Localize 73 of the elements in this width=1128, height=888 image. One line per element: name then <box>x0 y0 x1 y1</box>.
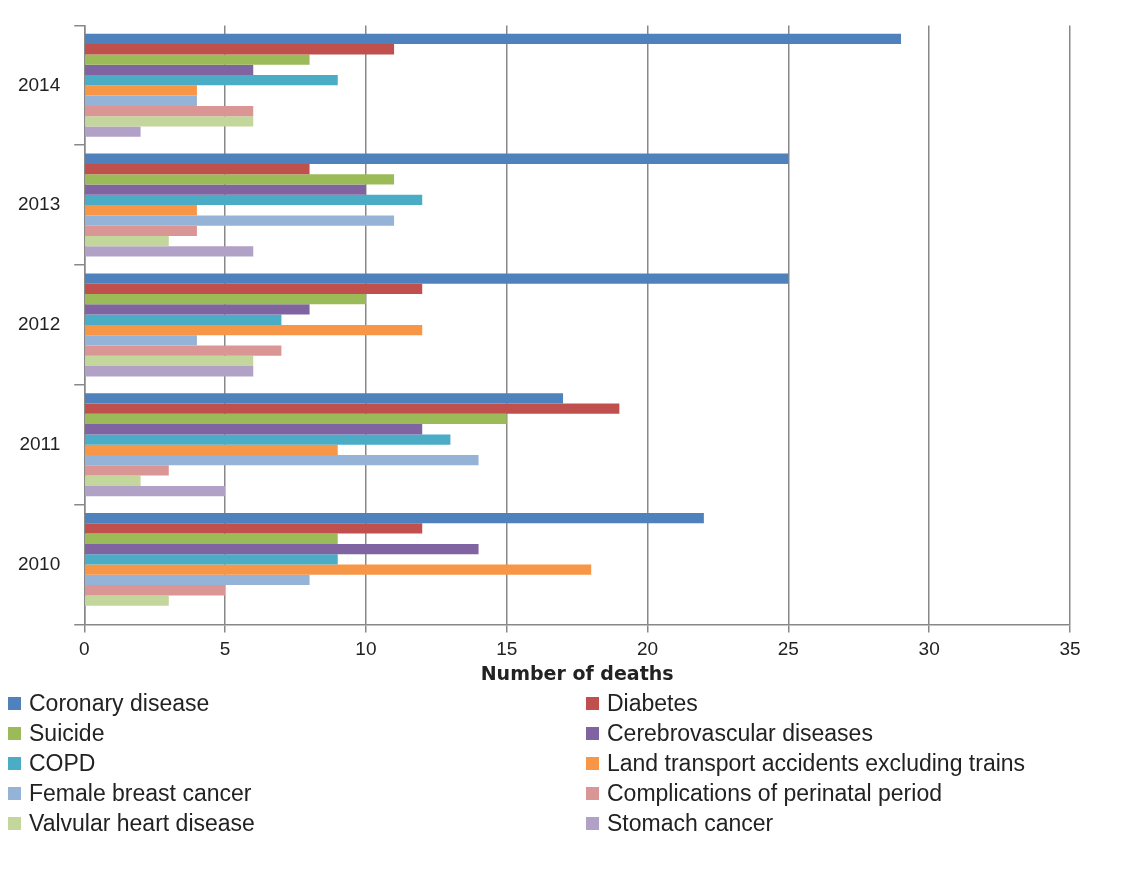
legend-label: Diabetes <box>606 690 699 717</box>
bar <box>85 393 564 404</box>
bar <box>85 283 423 294</box>
bar <box>85 543 479 555</box>
bar <box>85 413 507 425</box>
bar <box>85 174 395 185</box>
bar <box>85 75 338 86</box>
legend-label: COPD <box>28 750 97 777</box>
legend-label: Suicide <box>28 720 106 747</box>
bar <box>85 304 310 315</box>
bar <box>85 465 169 476</box>
bar <box>85 33 902 45</box>
bar <box>85 403 620 414</box>
x-tick-label: 15 <box>496 638 518 660</box>
y-tick-label: 2011 <box>19 432 61 454</box>
y-tick-label: 2010 <box>17 552 61 574</box>
bar <box>85 236 169 247</box>
bar <box>85 215 395 226</box>
legend-label: Land transport accidents excluding trains <box>606 750 1027 777</box>
bar <box>85 273 789 284</box>
legend-label: Cerebrovascular diseases <box>606 720 874 747</box>
bar <box>85 424 423 435</box>
bar <box>85 44 395 55</box>
bar <box>85 105 254 117</box>
bar <box>85 116 254 127</box>
bar <box>85 246 254 257</box>
bar <box>85 554 338 565</box>
bar <box>85 163 310 175</box>
bar <box>85 64 254 75</box>
bar <box>85 366 254 377</box>
bar <box>85 512 704 524</box>
y-tick-label: 2014 <box>17 73 61 95</box>
x-tick-label: 25 <box>777 638 799 660</box>
bar <box>85 485 226 497</box>
bar <box>85 434 451 445</box>
x-tick-label: 20 <box>636 638 659 660</box>
bar <box>85 564 592 575</box>
bar <box>85 324 423 336</box>
x-tick-label: 5 <box>219 638 231 660</box>
bar <box>85 574 310 586</box>
bar <box>85 85 197 96</box>
bar <box>85 345 282 356</box>
bar <box>85 444 338 455</box>
y-tick-label: 2012 <box>17 313 61 335</box>
bar <box>85 95 197 106</box>
legend-label: Valvular heart disease <box>28 810 256 837</box>
legend-label: Stomach cancer <box>606 810 775 837</box>
x-tick-label: 30 <box>918 638 940 660</box>
bar <box>85 533 338 544</box>
bar <box>85 523 423 534</box>
bar <box>85 585 226 596</box>
bar <box>85 355 254 367</box>
legend-label: Coronary disease <box>28 690 211 717</box>
bar <box>85 475 141 486</box>
bar <box>85 205 197 216</box>
legend-label: Female breast cancer <box>28 780 253 807</box>
bar <box>85 595 169 606</box>
bar <box>85 54 310 65</box>
bar <box>85 126 141 137</box>
bar <box>85 314 282 325</box>
bar <box>85 293 366 305</box>
y-tick-label: 2013 <box>17 193 61 215</box>
x-axis-title: Number of deaths <box>480 661 674 684</box>
bar <box>85 153 789 164</box>
x-tick-label: 0 <box>78 638 90 660</box>
x-tick-label: 10 <box>355 638 377 660</box>
bar <box>85 455 479 466</box>
legend-label: Complications of perinatal period <box>606 780 943 807</box>
bar <box>85 225 197 237</box>
bar <box>85 335 197 346</box>
bar <box>85 194 423 206</box>
x-tick-label: 35 <box>1059 638 1081 660</box>
bar <box>85 184 366 195</box>
